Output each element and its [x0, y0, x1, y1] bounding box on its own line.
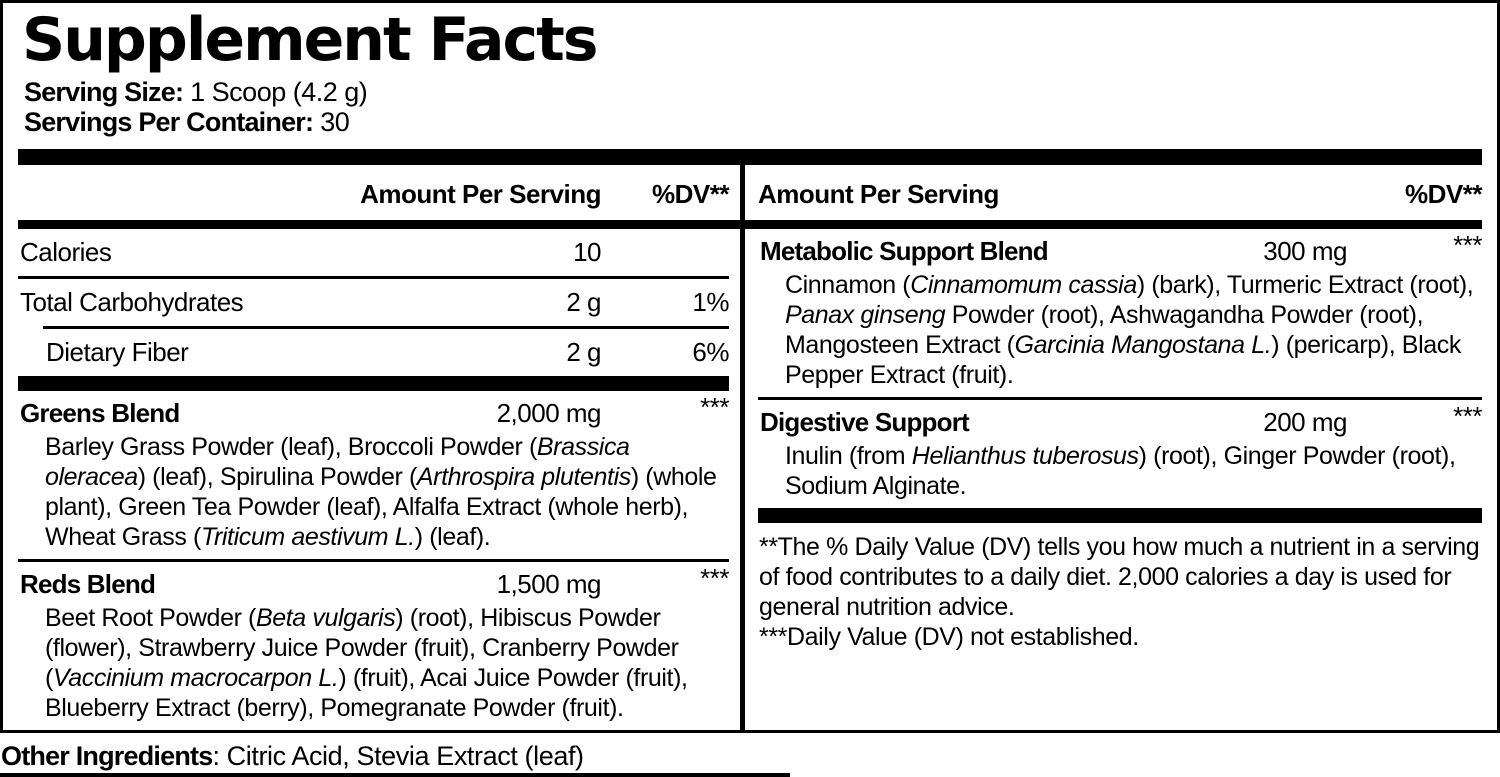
hairline-rule — [18, 559, 729, 562]
hairline-rule — [18, 276, 729, 279]
nutrient-name: Calories — [20, 237, 112, 267]
nutrient-name: Dietary Fiber — [46, 337, 189, 367]
other-ingredients-value: : Citric Acid, Stevia Extract (leaf) — [212, 741, 584, 771]
panel-title: Supplement Facts — [22, 5, 599, 75]
blend-description-greens: Barley Grass Powder (leaf), Broccoli Pow… — [45, 433, 717, 551]
blend-name: Digestive Support — [760, 407, 970, 437]
blend-amount: 200 mg — [1263, 407, 1347, 437]
other-ingredients-line: Other Ingredients: Citric Acid, Stevia E… — [1, 741, 1500, 772]
nutrient-row-calories: Calories 10 — [18, 229, 729, 276]
percent-dv-header: %DV** — [1405, 179, 1482, 209]
medium-rule-under-header — [18, 220, 740, 229]
nutrient-amount: 10 — [573, 237, 601, 267]
amount-per-serving-header: Amount Per Serving — [360, 179, 601, 209]
nutrient-row-total-carbohydrates: Total Carbohydrates 2 g 1% — [18, 279, 730, 326]
hairline-rule — [758, 397, 1482, 400]
blend-dv: *** — [700, 563, 729, 593]
footnote-not-established: ***Daily Value (DV) not established. — [759, 623, 1139, 651]
servings-per-container-line: Servings Per Container: 30 — [24, 107, 1482, 137]
percent-dv-header: %DV** — [652, 179, 729, 209]
hairline-rule-indented — [43, 326, 729, 329]
blend-amount: 300 mg — [1263, 236, 1347, 266]
blend-row-greens: Greens Blend 2,000 mg *** — [18, 391, 730, 432]
thick-rule-mid — [18, 376, 729, 391]
blend-description-metabolic-support: Cinnamon (Cinnamomum cassia) (bark), Tur… — [785, 271, 1474, 389]
other-ingredients-label: Other Ingredients — [1, 741, 213, 771]
serving-size-label: Serving Size: — [24, 77, 184, 107]
bottom-rule-clipped — [0, 773, 790, 777]
blend-dv: *** — [1453, 401, 1482, 431]
blend-description-digestive-support: Inulin (from Helianthus tuberosus) (root… — [785, 442, 1456, 500]
facts-columns: Amount Per Serving %DV** Calories 10 Tot… — [18, 165, 1483, 730]
blend-name: Metabolic Support Blend — [760, 236, 1049, 266]
nutrient-dv: 1% — [692, 287, 729, 317]
blend-row-reds: Reds Blend 1,500 mg *** — [18, 562, 730, 603]
servings-per-container-label: Servings Per Container: — [24, 107, 314, 137]
blend-row-metabolic-support: Metabolic Support Blend 300 mg *** — [758, 229, 1483, 270]
nutrient-name: Total Carbohydrates — [20, 287, 244, 317]
blend-row-digestive-support: Digestive Support 200 mg *** — [758, 400, 1483, 441]
column-left: Amount Per Serving %DV** Calories 10 Tot… — [18, 165, 745, 730]
serving-size-value: 1 Scoop (4.2 g) — [183, 77, 368, 107]
blend-amount: 2,000 mg — [496, 398, 602, 428]
blend-name: Reds Blend — [20, 569, 156, 599]
amount-per-serving-header: Amount Per Serving — [758, 179, 999, 209]
right-header-row: Amount Per Serving %DV** — [758, 165, 1483, 220]
nutrient-dv: 6% — [692, 337, 729, 367]
thick-rule-top — [18, 149, 1482, 165]
left-header-row: Amount Per Serving %DV** — [18, 165, 729, 220]
serving-size-line: Serving Size: 1 Scoop (4.2 g) — [24, 77, 1482, 107]
medium-rule-under-header — [745, 220, 1482, 229]
blend-description-reds: Beet Root Powder (Beta vulgaris) (root),… — [45, 604, 688, 722]
nutrient-row-dietary-fiber: Dietary Fiber 2 g 6% — [18, 329, 730, 376]
thick-rule-footnote — [758, 508, 1482, 523]
facts-panel: Supplement Facts Serving Size: 1 Scoop (… — [0, 0, 1500, 733]
blend-dv: *** — [1453, 230, 1482, 260]
column-right: Amount Per Serving %DV** Metabolic Suppo… — [745, 165, 1483, 730]
servings-per-container-value: 30 — [313, 107, 350, 137]
blend-amount: 1,500 mg — [496, 569, 602, 599]
nutrient-amount: 2 g — [566, 337, 601, 367]
nutrient-amount: 2 g — [566, 287, 601, 317]
footnotes: **The % Daily Value (DV) tells you how m… — [758, 532, 1482, 652]
blend-dv: *** — [700, 392, 729, 422]
footnote-daily-value: **The % Daily Value (DV) tells you how m… — [759, 533, 1480, 621]
blend-name: Greens Blend — [20, 398, 180, 428]
